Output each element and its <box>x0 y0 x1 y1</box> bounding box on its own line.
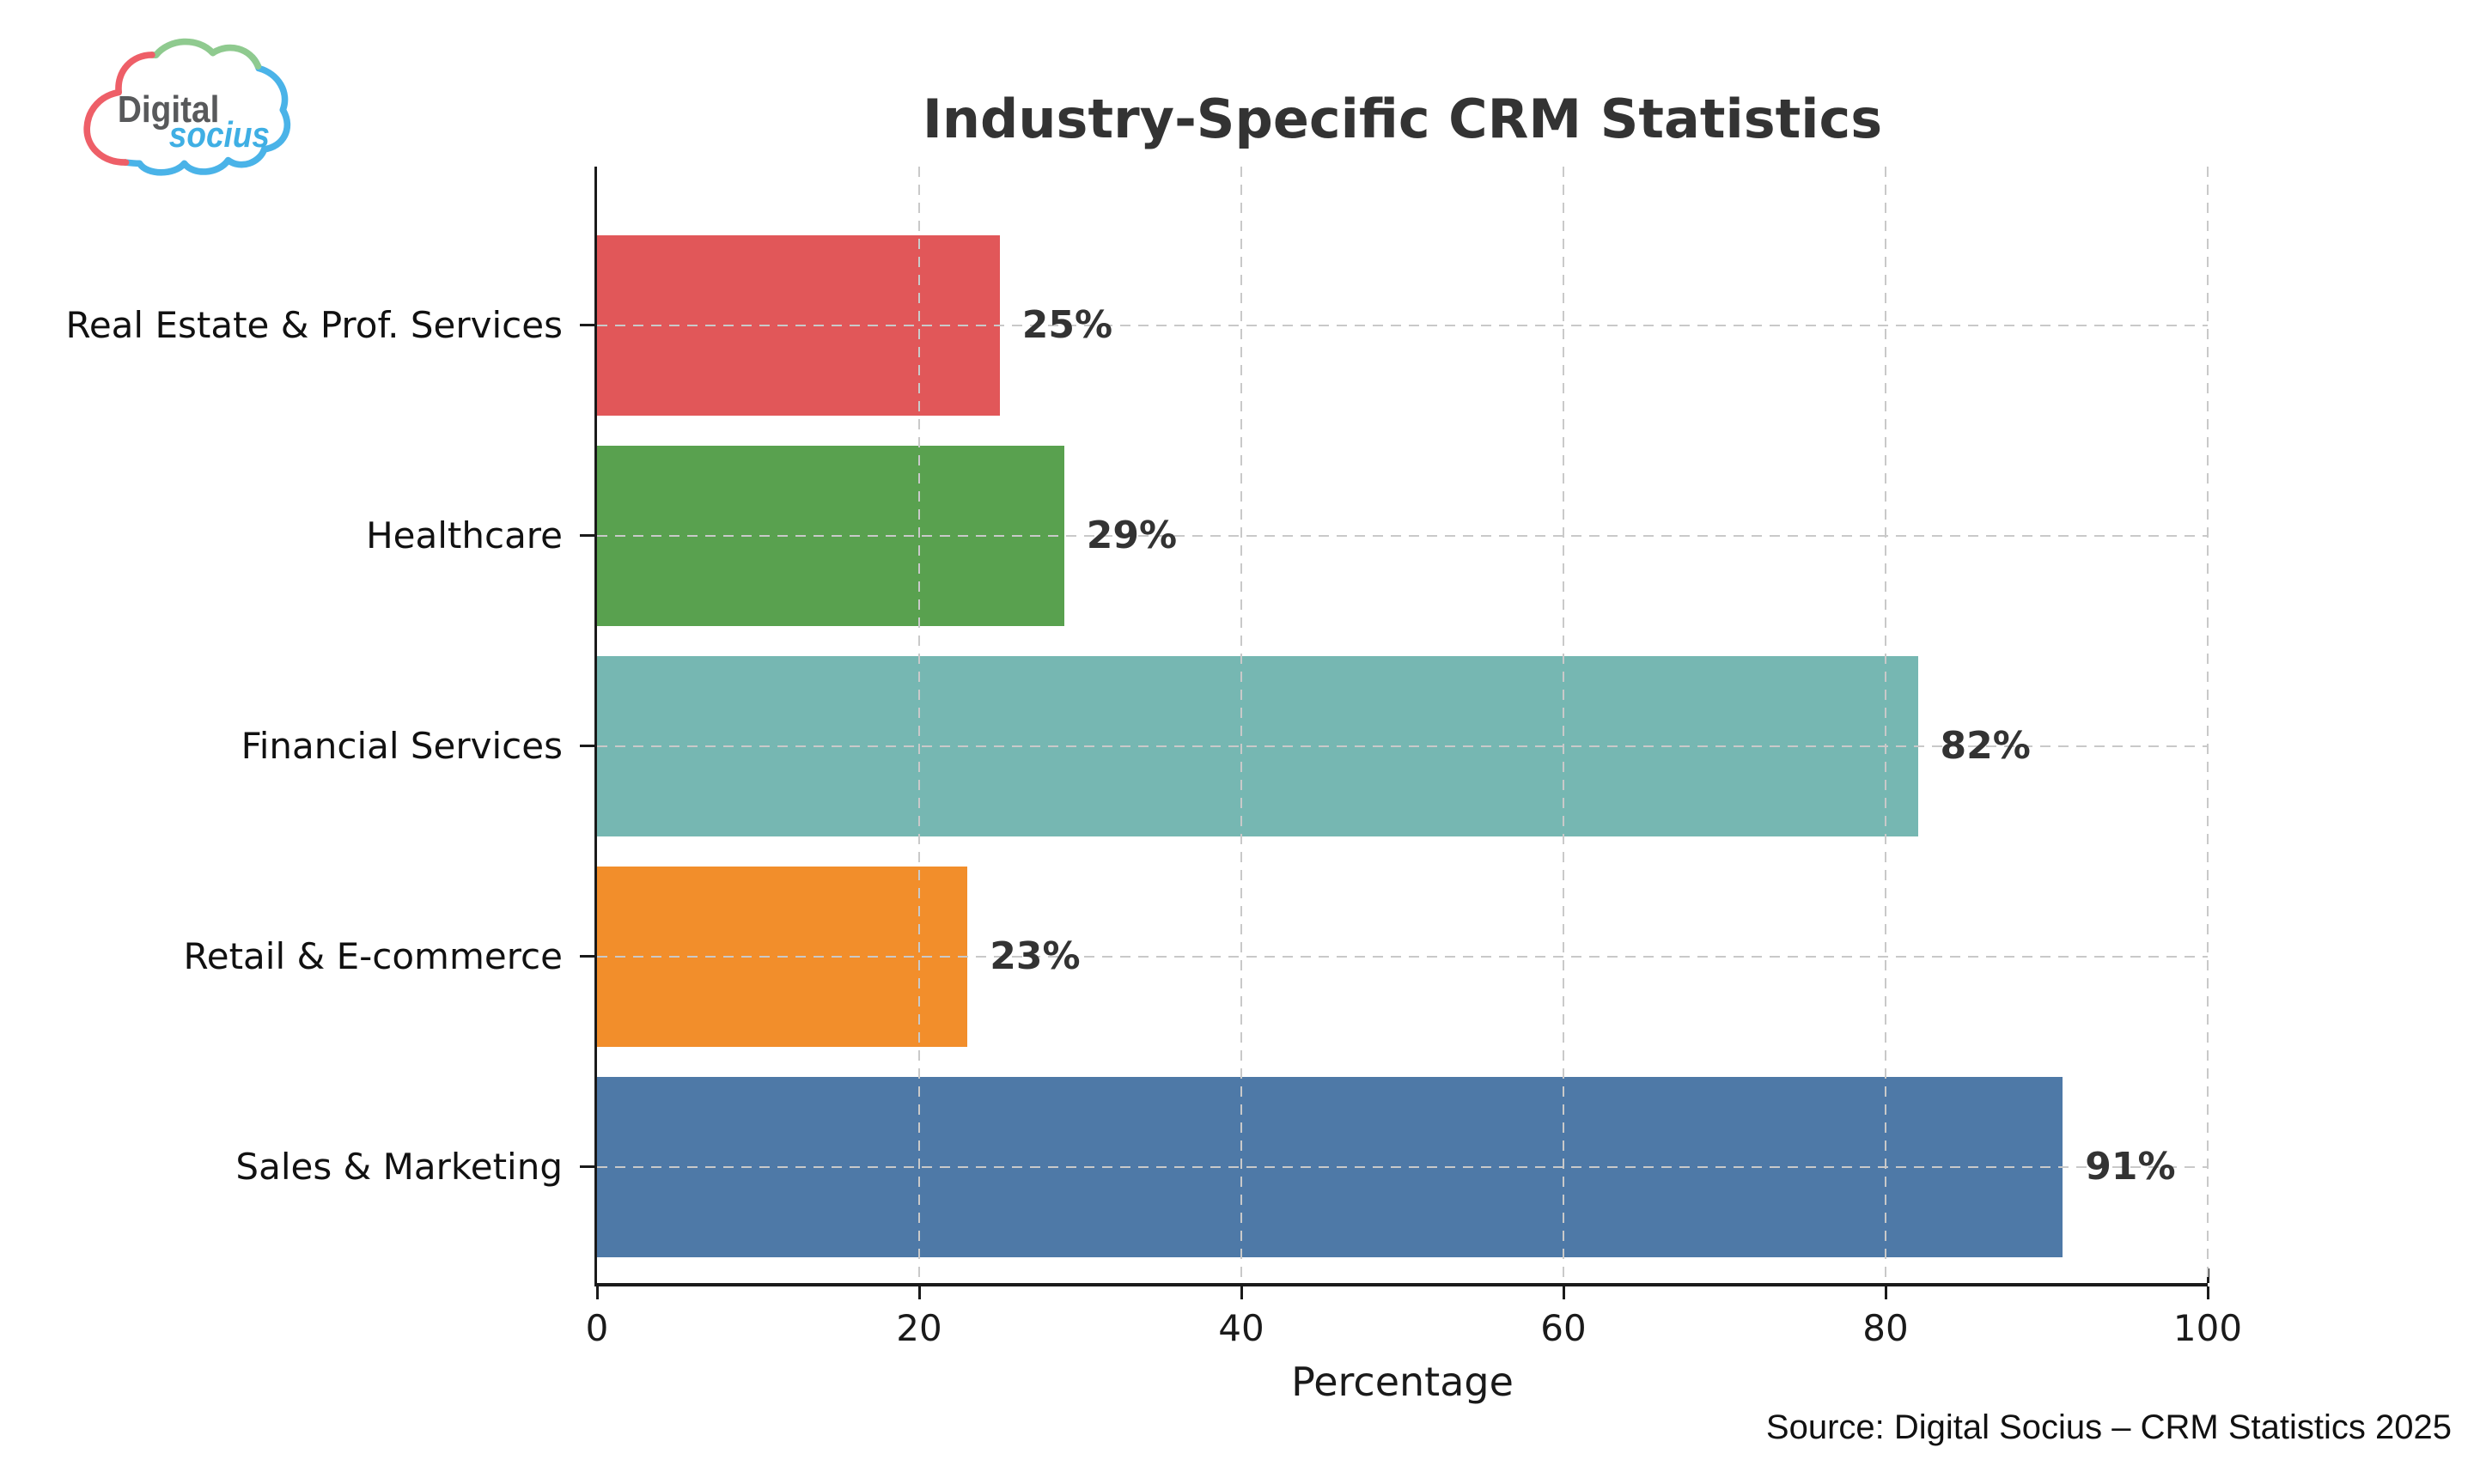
bar-value-label: 82% <box>1940 723 2031 768</box>
x-tick-label: 60 <box>1540 1307 1587 1349</box>
cloud-outline-red <box>83 38 291 176</box>
gridline-vertical <box>1885 167 1886 1283</box>
logo-word-digital: Digital <box>118 89 219 131</box>
gridline-horizontal <box>597 534 2208 537</box>
category-label: Real Estate & Prof. Services <box>65 303 563 346</box>
gridline-horizontal <box>597 955 2208 958</box>
category-label: Healthcare <box>366 514 563 556</box>
y-tick <box>580 1165 594 1168</box>
plot-area: 0 20 40 60 80 100 25% Real Estate & Prof. Servi… <box>66 167 2242 1349</box>
x-tick-label: 100 <box>2172 1307 2243 1349</box>
y-tick <box>580 324 594 326</box>
gridline-horizontal <box>597 1165 2208 1168</box>
gridline-vertical <box>2207 167 2209 1283</box>
x-tick <box>1562 1286 1565 1299</box>
category-label: Retail & E-commerce <box>183 934 563 977</box>
source-note: Source: Digital Socius – CRM Statistics … <box>1765 1408 2452 1446</box>
gridline-horizontal <box>597 324 2208 326</box>
x-tick <box>2206 1286 2209 1299</box>
x-tick <box>1240 1286 1243 1299</box>
x-tick-label: 0 <box>585 1307 609 1349</box>
x-axis-label: Percentage <box>1291 1359 1514 1405</box>
category-label: Financial Services <box>241 724 563 767</box>
y-tick <box>580 955 594 958</box>
bar-value-label: 29% <box>1086 513 1178 557</box>
gridline-vertical <box>1240 167 1242 1283</box>
y-tick <box>580 745 594 747</box>
x-tick-label: 20 <box>896 1307 942 1349</box>
cloud-fill <box>87 41 288 173</box>
digital-socius-logo: Digital socius <box>83 38 291 176</box>
x-tick-label: 40 <box>1218 1307 1264 1349</box>
cloud-outline-blue <box>83 38 291 176</box>
x-tick <box>595 1286 599 1299</box>
gridline-vertical <box>918 167 920 1283</box>
bar-value-label: 25% <box>1021 302 1113 347</box>
category-label: Sales & Marketing <box>235 1145 563 1188</box>
x-tick <box>917 1286 921 1299</box>
bar-value-label: 23% <box>990 934 1081 978</box>
bar-value-label: 91% <box>2085 1144 2176 1189</box>
y-tick <box>580 534 594 537</box>
chart-title: Industry-Specific CRM Statistics <box>922 88 1883 150</box>
gridline-horizontal <box>597 745 2208 747</box>
x-tick <box>1884 1286 1887 1299</box>
gridline-vertical <box>1563 167 1564 1283</box>
logo-word-socius: socius <box>169 114 270 155</box>
x-tick-label: 80 <box>1862 1307 1909 1349</box>
